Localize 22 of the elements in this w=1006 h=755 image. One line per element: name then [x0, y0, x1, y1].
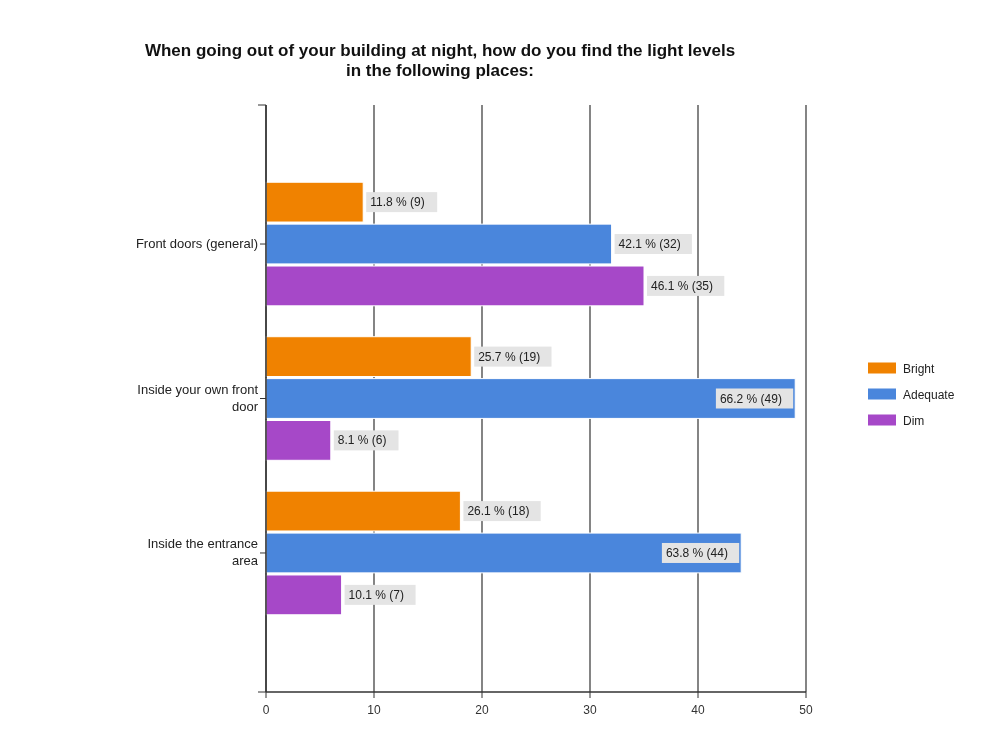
data-label: 46.1 % (35): [651, 278, 714, 293]
x-tick-label: 20: [475, 703, 489, 717]
x-tick-label: 40: [691, 703, 705, 717]
data-label: 66.2 % (49): [719, 391, 782, 406]
y-tick-label: Front doors (general): [135, 236, 258, 252]
data-label: 11.8 % (9): [370, 195, 425, 210]
x-tick-label: 50: [799, 703, 813, 717]
legend-label: Dim: [903, 413, 925, 428]
legend-label: Adequate: [903, 387, 955, 402]
chart-title: When going out of your building at night, how do you find the light levels in the following places:: [144, 41, 736, 80]
y-tick-label: Inside your own front door: [137, 382, 259, 414]
data-label: 25.7 % (19): [478, 349, 541, 364]
data-label: 63.8 % (44): [665, 545, 728, 560]
x-tick-label: 0: [262, 703, 270, 717]
data-label: 10.1 % (7): [348, 587, 404, 602]
data-label: 8.1 % (6): [337, 433, 387, 448]
legend-label: Bright: [903, 361, 936, 376]
y-tick-label: Inside the entrance area: [147, 536, 259, 569]
x-tick-label: 30: [583, 703, 597, 717]
x-tick-label: 10: [367, 703, 381, 717]
data-label: 42.1 % (32): [618, 237, 681, 252]
data-label: 26.1 % (18): [467, 504, 530, 519]
